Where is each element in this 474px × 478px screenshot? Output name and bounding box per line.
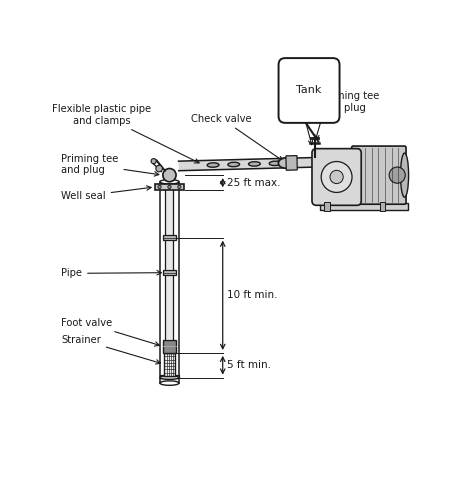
Text: Pipe: Pipe xyxy=(300,112,321,122)
Ellipse shape xyxy=(207,163,219,167)
FancyBboxPatch shape xyxy=(279,58,339,123)
Ellipse shape xyxy=(160,376,179,380)
Bar xyxy=(163,340,176,353)
Bar xyxy=(160,182,179,383)
Text: 5 ft min.: 5 ft min. xyxy=(227,360,271,370)
Text: Flexible plastic pipe
and clamps: Flexible plastic pipe and clamps xyxy=(52,104,199,163)
Text: 10 ft min.: 10 ft min. xyxy=(227,290,278,300)
Text: 25 ft max.: 25 ft max. xyxy=(227,178,281,188)
Text: Check valve: Check valve xyxy=(191,114,283,161)
Ellipse shape xyxy=(269,161,281,165)
Circle shape xyxy=(321,162,352,193)
FancyBboxPatch shape xyxy=(352,146,406,204)
Text: Priming tee
and plug: Priming tee and plug xyxy=(61,154,159,176)
Bar xyxy=(163,235,176,240)
Text: Pipe: Pipe xyxy=(61,268,161,278)
Text: Well seal: Well seal xyxy=(61,186,151,201)
Circle shape xyxy=(163,169,176,182)
Bar xyxy=(164,353,174,376)
Bar xyxy=(155,184,184,190)
Circle shape xyxy=(389,167,405,183)
Bar xyxy=(380,202,385,211)
FancyBboxPatch shape xyxy=(312,149,361,206)
Bar xyxy=(165,184,173,339)
Text: Foot valve: Foot valve xyxy=(61,318,159,346)
Polygon shape xyxy=(320,203,408,210)
Ellipse shape xyxy=(228,162,240,167)
Text: Tank: Tank xyxy=(296,86,322,96)
Ellipse shape xyxy=(248,162,260,166)
Circle shape xyxy=(158,185,161,189)
Bar xyxy=(160,375,179,378)
Text: Strainer: Strainer xyxy=(61,335,161,364)
Circle shape xyxy=(151,159,156,164)
Circle shape xyxy=(330,170,343,184)
Ellipse shape xyxy=(160,381,179,385)
Ellipse shape xyxy=(401,153,409,197)
Polygon shape xyxy=(286,156,297,170)
Text: Priming tee
and plug: Priming tee and plug xyxy=(322,91,379,113)
Bar xyxy=(163,270,176,275)
Bar xyxy=(325,202,330,211)
Circle shape xyxy=(178,185,181,189)
Ellipse shape xyxy=(278,158,294,168)
Circle shape xyxy=(168,185,171,189)
Ellipse shape xyxy=(160,180,179,184)
Circle shape xyxy=(156,165,163,172)
Polygon shape xyxy=(179,157,317,171)
